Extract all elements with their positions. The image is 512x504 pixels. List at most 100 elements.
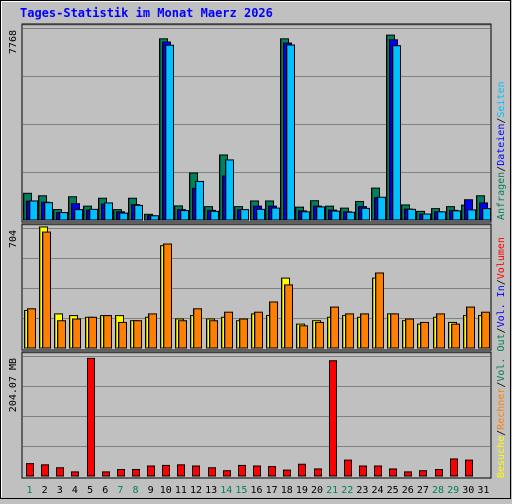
bar-rechner-day-31 [481,311,490,349]
bar-seiten-day-6 [104,202,113,221]
bar-rechner-day-1 [27,308,36,349]
bar-seiten-day-24 [377,196,386,221]
legend-entry: / [496,327,507,333]
legend-entry: Vol. Out [496,333,507,381]
bar-volumen-day-1 [26,463,34,477]
bar-rechner-day-29 [451,323,460,349]
bar-rechner-day-9 [148,313,157,349]
x-tick-label-day-16: 16 [250,485,262,496]
legend-entry: / [496,430,507,436]
bar-seiten-day-15 [240,209,249,221]
legend-entry: Dateien [496,124,507,166]
x-tick-label-day-4: 4 [72,485,78,496]
bar-volumen-day-2 [41,464,49,477]
bar-seiten-day-23 [361,207,370,221]
bar-volumen-day-27 [419,470,427,477]
bar-seiten-day-8 [134,204,143,221]
bar-rechner-day-18 [284,284,293,349]
x-axis-day-labels: 1 2 3 4 5 6 7 8 9 10 11 12 13 14 15 16 17 18 19 20 21 22 23 24 2… [27,485,490,496]
x-tick-label-day-21: 21 [326,485,338,496]
legend-entry: Seiten [496,81,507,117]
x-tick-label-day-30: 30 [462,485,474,496]
bar-rechner-day-23 [360,313,369,349]
legend-entry: Anfragen [496,172,507,220]
legend-top: Anfragen/Dateien/Seiten [496,81,507,220]
bar-volumen-day-17 [268,466,276,477]
panel-frame [21,23,492,223]
bar-volumen-day-6 [102,471,110,477]
bar-volumen-day-18 [283,469,291,477]
x-tick-label-day-31: 31 [477,485,489,496]
bar-seiten-day-27 [422,213,431,221]
bar-rechner-day-13 [209,320,218,349]
x-tick-label-day-14: 14 [220,485,232,496]
bar-volumen-day-4 [71,471,79,477]
bar-seiten-day-21 [331,210,340,221]
panel-middle: 704 [8,223,492,351]
bar-volumen-day-14 [223,470,231,477]
bar-rechner-day-17 [269,301,278,349]
x-tick-label-day-11: 11 [175,485,187,496]
bar-volumen-day-11 [177,464,185,477]
bar-seiten-day-30 [467,209,476,221]
bar-rechner-day-2 [42,231,51,349]
x-tick-label-day-1: 1 [27,485,33,496]
x-tick-label-day-26: 26 [402,485,414,496]
bar-seiten-day-12 [195,180,204,221]
bar-seiten-day-1 [29,200,38,221]
bar-seiten-day-9 [150,215,159,221]
bar-rechner-day-4 [72,318,81,349]
x-tick-label-day-2: 2 [42,485,48,496]
bar-volumen-day-15 [238,464,246,477]
bar-volumen-day-16 [253,465,261,477]
bar-seiten-day-25 [392,45,401,221]
legend-entry: / [496,166,507,172]
legend-entry: / [496,279,507,285]
bar-seiten-day-5 [89,208,98,221]
bar-rechner-day-12 [193,308,202,349]
bar-volumen-day-23 [359,465,367,477]
bar-seiten-day-22 [346,211,355,221]
bar-volumen-day-26 [404,471,412,477]
bar-seiten-day-11 [180,210,189,221]
bar-seiten-day-19 [301,211,310,221]
x-tick-label-day-12: 12 [190,485,202,496]
bar-rechner-day-3 [57,320,66,349]
x-tick-label-day-20: 20 [311,485,323,496]
bar-seiten-day-16 [256,208,265,221]
bar-seiten-day-2 [44,202,53,221]
bar-rechner-day-26 [405,318,414,349]
x-tick-label-day-19: 19 [296,485,308,496]
bar-seiten-day-31 [482,208,491,221]
bar-volumen-day-10 [162,464,170,477]
bar-volumen-day-7 [117,469,125,477]
y-axis-max-label: 204.07 MB [8,358,19,412]
bar-volumen-day-25 [389,468,397,477]
x-tick-label-day-5: 5 [87,485,93,496]
panel-bottom: 204.07 MB [8,351,492,479]
legend-entry: Volumen [496,237,507,279]
legend-middle: Besuche/Rechner/Vol. Out/Vol. In/Volumen [496,237,507,478]
bar-seiten-day-10 [165,44,174,221]
bar-seiten-day-20 [316,206,325,221]
bar-volumen-day-21 [329,360,337,477]
bar-volumen-day-13 [208,467,216,477]
bar-volumen-day-5 [87,357,95,477]
x-tick-label-day-3: 3 [57,485,63,496]
x-tick-label-day-7: 7 [117,485,123,496]
bar-rechner-day-25 [390,313,399,349]
bar-rechner-day-19 [299,325,308,349]
bar-rechner-day-28 [436,313,445,349]
y-axis-max-label: 7768 [8,30,19,54]
x-tick-label-day-18: 18 [281,485,293,496]
bar-volumen-day-20 [314,468,322,477]
bar-seiten-day-17 [271,207,280,221]
bar-rechner-day-10 [163,243,172,349]
x-tick-label-day-27: 27 [417,485,429,496]
bar-seiten-day-4 [74,209,83,221]
bar-volumen-day-28 [435,469,443,477]
bar-volumen-day-29 [450,458,458,477]
bar-rechner-day-11 [178,320,187,349]
bar-seiten-day-18 [286,44,295,221]
